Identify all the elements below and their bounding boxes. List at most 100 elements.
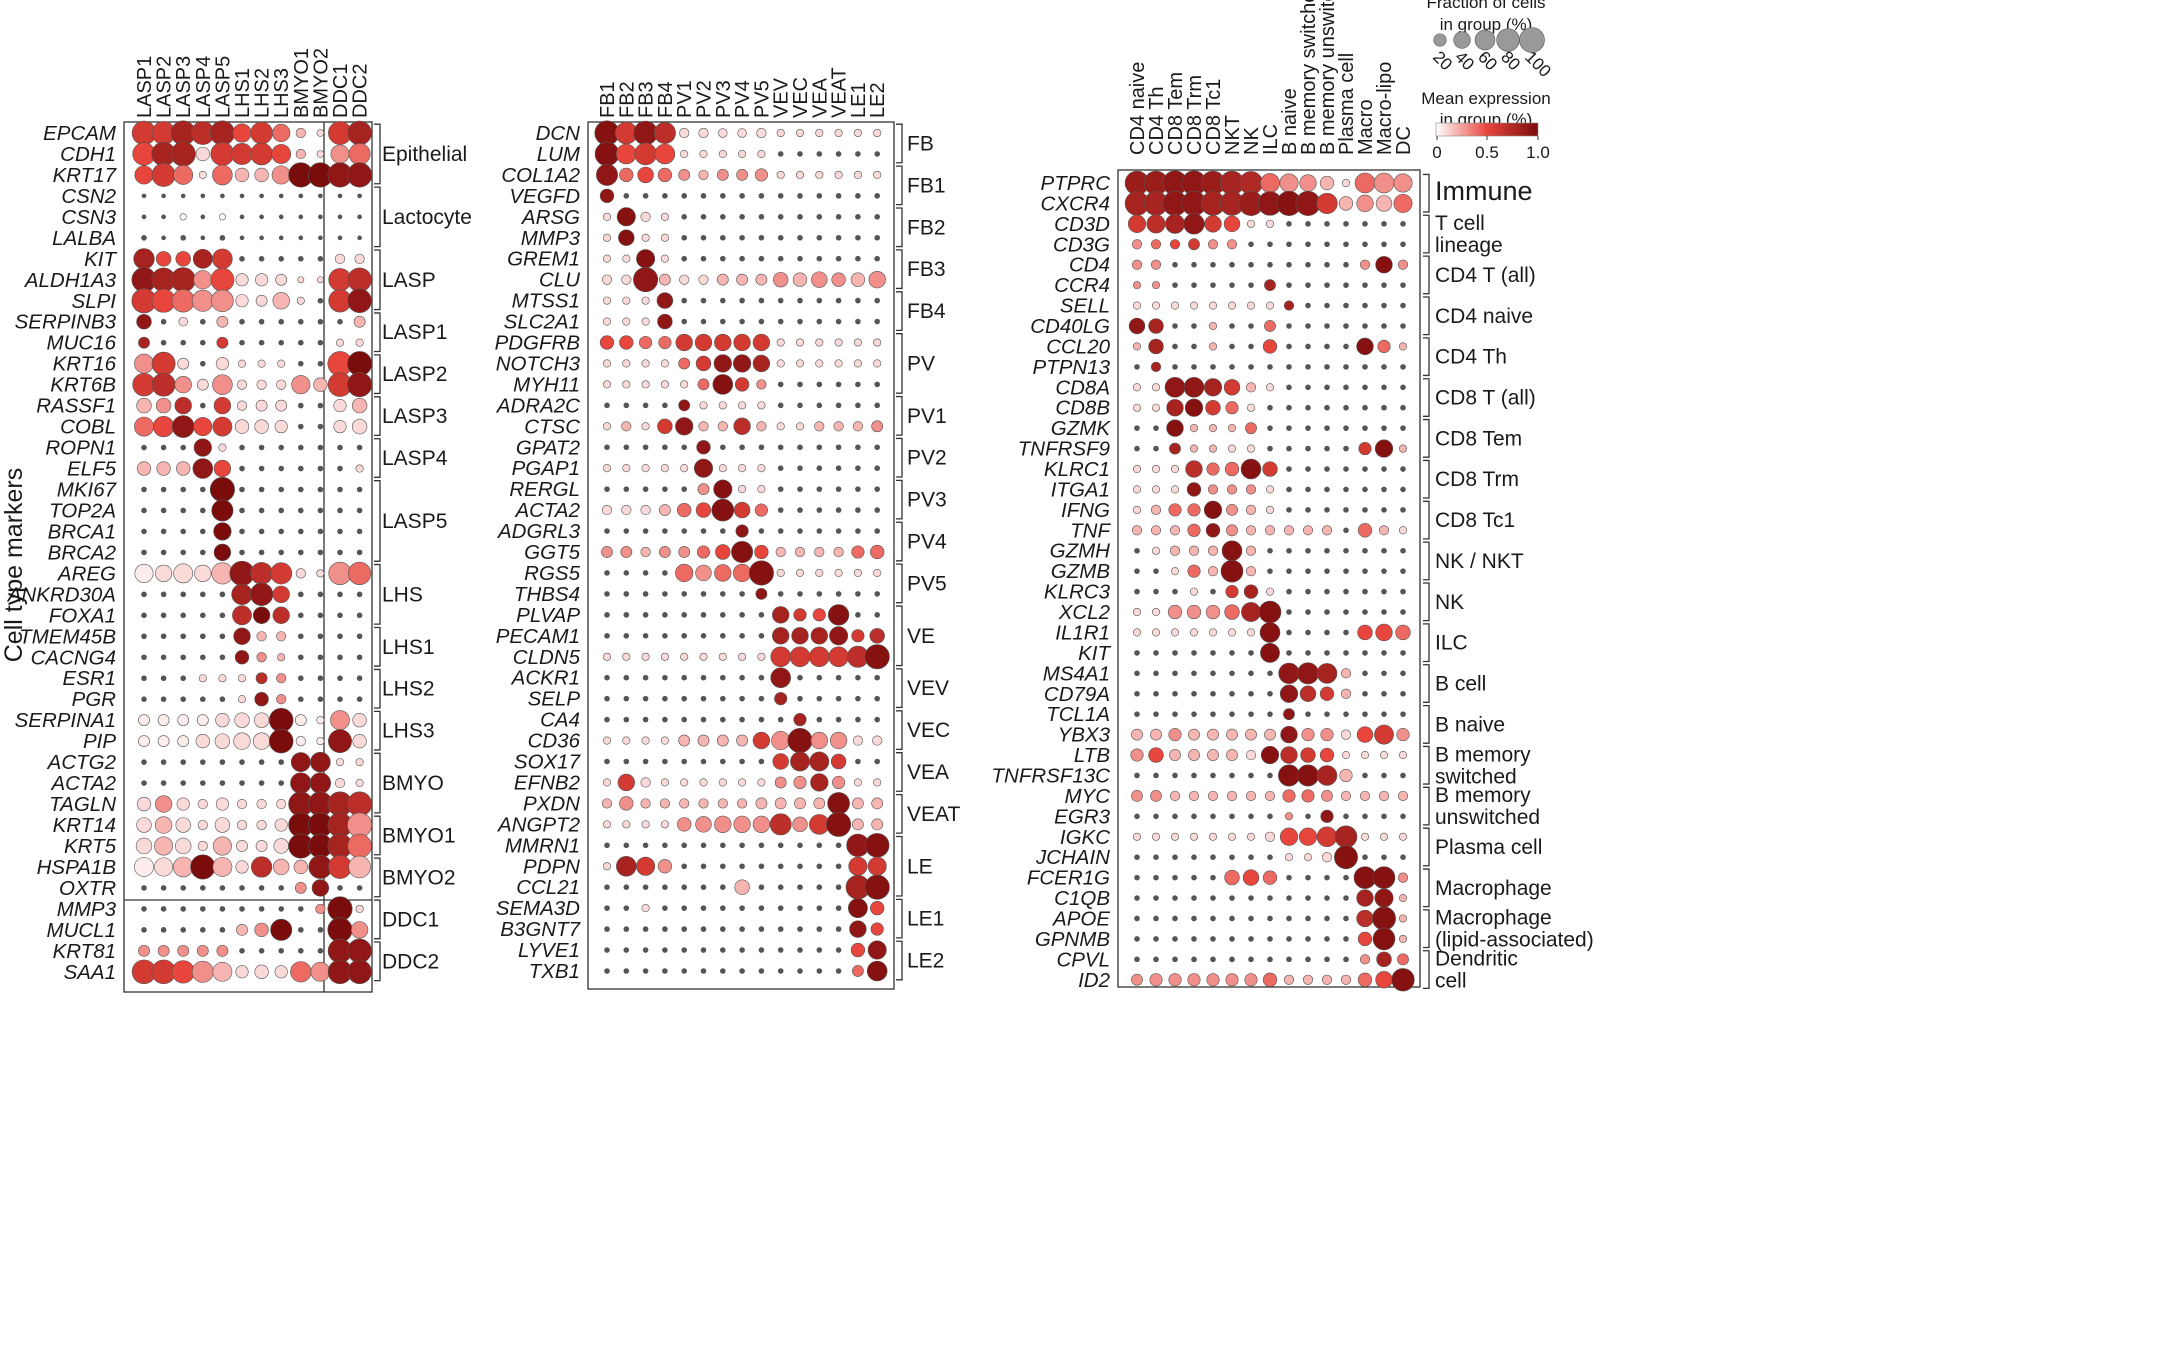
- dot: [1282, 789, 1296, 803]
- group-bracket: [1423, 418, 1430, 458]
- group-label: CD8 Tem: [1435, 427, 1522, 450]
- dot: [855, 234, 861, 241]
- dot: [1248, 772, 1254, 779]
- group-label: (lipid-associated): [1435, 929, 1594, 952]
- dot: [758, 863, 765, 870]
- dot: [1149, 973, 1163, 987]
- legend-size-title: Fraction of cells: [1426, 0, 1545, 12]
- dot: [1324, 323, 1330, 329]
- dot: [642, 633, 649, 639]
- dot: [234, 712, 250, 728]
- dot: [1132, 403, 1142, 412]
- dot: [681, 255, 687, 262]
- dot: [810, 731, 828, 750]
- dot: [795, 170, 805, 179]
- dot: [623, 842, 630, 849]
- dot: [815, 359, 824, 368]
- gene-label: TMEM45B: [19, 625, 116, 648]
- dot: [1245, 566, 1257, 577]
- dot: [298, 948, 304, 954]
- dot: [1267, 547, 1273, 554]
- dot: [700, 968, 707, 974]
- dot: [1305, 486, 1311, 493]
- dot: [1172, 364, 1178, 370]
- dot: [777, 214, 784, 220]
- dot: [1343, 711, 1349, 717]
- dot: [170, 141, 196, 167]
- gene-label: ITGA1: [1051, 478, 1110, 501]
- dot: [642, 695, 649, 702]
- dot: [327, 917, 353, 943]
- dot: [871, 420, 884, 433]
- dot: [317, 591, 324, 598]
- dot: [318, 193, 323, 199]
- gene-label: MKI67: [57, 478, 118, 501]
- dot: [268, 707, 294, 733]
- dot: [1153, 813, 1159, 820]
- dot: [642, 674, 649, 681]
- dot: [1210, 650, 1216, 656]
- dot: [249, 582, 274, 606]
- dot: [816, 926, 823, 932]
- dot: [1286, 609, 1292, 615]
- dot: [641, 820, 650, 829]
- gene-label: MUC16: [47, 332, 117, 355]
- dot: [171, 960, 195, 984]
- dot: [829, 731, 848, 750]
- dot: [874, 193, 880, 199]
- dot: [1267, 425, 1273, 431]
- dot: [733, 815, 751, 834]
- dot: [660, 233, 669, 242]
- dot: [1400, 854, 1406, 860]
- dot: [138, 714, 150, 727]
- dot: [1360, 832, 1370, 841]
- y-axis-label: Cell type markers: [0, 468, 28, 663]
- dot: [270, 918, 293, 941]
- dot: [1248, 956, 1254, 963]
- dot: [191, 289, 214, 312]
- dot: [141, 696, 147, 702]
- dot: [1362, 650, 1368, 656]
- group-bracket: [374, 123, 381, 185]
- dot: [700, 842, 707, 849]
- dot: [1188, 728, 1200, 741]
- dot: [1320, 809, 1334, 823]
- dot: [1225, 585, 1239, 599]
- dot: [1172, 282, 1178, 288]
- dot: [715, 544, 731, 560]
- dot: [347, 833, 372, 859]
- group-bracket: [374, 354, 381, 395]
- dot: [1229, 282, 1235, 288]
- column-label: LE1: [848, 82, 870, 118]
- dot: [1267, 404, 1273, 411]
- gene-label: ELF5: [67, 458, 117, 481]
- gene-label: TNFRSF13C: [992, 764, 1111, 787]
- dot: [356, 549, 363, 556]
- gene-label: TAGLN: [49, 793, 116, 816]
- dot: [1286, 261, 1292, 268]
- group-bracket: [1423, 582, 1430, 622]
- dot: [1245, 749, 1257, 761]
- dot: [1207, 545, 1219, 556]
- dot: [872, 735, 883, 746]
- dot: [1324, 282, 1330, 288]
- dot: [642, 486, 649, 492]
- dot: [141, 927, 147, 933]
- dot: [735, 524, 749, 538]
- dot: [739, 716, 745, 723]
- dot: [1191, 956, 1197, 963]
- dot: [604, 402, 610, 409]
- dot: [1241, 602, 1261, 622]
- dot: [154, 795, 173, 813]
- dot: [298, 235, 304, 241]
- dot: [1191, 261, 1197, 268]
- dot: [623, 486, 630, 492]
- dot: [1362, 547, 1368, 554]
- gene-label: CCR4: [1054, 274, 1110, 297]
- gene-label: HSPA1B: [37, 856, 116, 879]
- gene-label: CD8B: [1055, 397, 1110, 420]
- dot: [623, 528, 630, 534]
- gene-label: COBL: [60, 416, 116, 439]
- dot: [316, 150, 325, 158]
- dot: [718, 652, 727, 661]
